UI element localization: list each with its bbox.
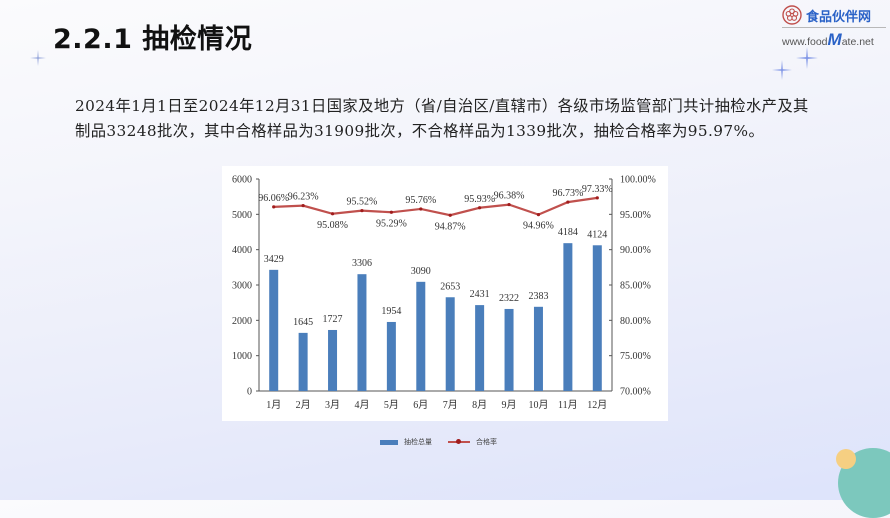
right-axis-tick-label: 95.00%	[620, 210, 651, 221]
rate-marker	[478, 206, 482, 210]
bar	[592, 245, 602, 391]
bar	[533, 306, 543, 391]
bar-value-label: 4124	[587, 229, 607, 240]
summary-paragraph: 2024年1月1日至2024年12月31日国家及地方（省/自治区/直辖市）各级市…	[75, 97, 809, 140]
bar	[386, 321, 396, 391]
rate-value-label: 96.23%	[288, 192, 319, 203]
logo-url: www.foodMate.net	[782, 30, 874, 49]
x-axis-tick-label: 11月	[558, 399, 578, 411]
bar	[357, 274, 367, 391]
rate-marker	[595, 196, 599, 200]
bar-value-label: 3429	[264, 254, 284, 265]
bar	[504, 308, 514, 391]
x-axis-tick-label: 12月	[587, 399, 607, 411]
rate-marker	[448, 213, 452, 217]
left-axis-tick-label: 6000	[232, 175, 252, 186]
x-axis-tick-label: 3月	[325, 399, 340, 411]
right-axis-tick-label: 100.00%	[620, 175, 656, 186]
left-axis-tick-label: 5000	[232, 210, 252, 221]
combo-chart: 0 1000 2000 3000 4000 5000 6000 70.00% 75.00% 80.…	[232, 175, 656, 412]
legend-label-rate: 合格率	[476, 438, 497, 446]
bar-swatch-icon	[380, 439, 398, 445]
rate-marker	[360, 209, 364, 213]
bar-value-label: 4184	[558, 227, 578, 238]
logo-divider	[782, 27, 886, 28]
foodmate-logo: 食品伙伴网 www.foodMate.net	[782, 3, 886, 49]
rate-value-label: 95.93%	[464, 194, 495, 205]
bar	[475, 305, 485, 391]
bar-value-label: 2431	[470, 289, 490, 300]
x-axis-tick-label: 6月	[413, 399, 428, 411]
bar-value-label: 1727	[323, 314, 343, 325]
right-axis-tick-label: 90.00%	[620, 245, 651, 256]
rate-value-label: 96.73%	[552, 188, 583, 199]
sparkle-icon	[30, 50, 46, 66]
rate-marker	[272, 205, 276, 209]
legend-item-rate: 合格率	[448, 437, 497, 447]
x-axis-tick-label: 8月	[472, 399, 487, 411]
bar-value-label: 3306	[352, 258, 372, 269]
decorative-circle-orange	[836, 449, 856, 469]
bar-value-label: 2653	[440, 281, 460, 292]
right-axis-tick-label: 80.00%	[620, 316, 651, 327]
left-axis-tick-label: 0	[247, 387, 252, 398]
left-axis-tick-label: 4000	[232, 245, 252, 256]
bar-value-label: 1954	[381, 306, 401, 317]
rate-value-label: 95.76%	[405, 195, 436, 206]
rate-marker	[389, 210, 393, 214]
right-axis-tick-label: 70.00%	[620, 387, 651, 398]
right-axis-tick-label: 75.00%	[620, 351, 651, 362]
rate-value-label: 96.06%	[258, 193, 289, 204]
left-axis-tick-label: 1000	[232, 351, 252, 362]
legend-item-total: 抽检总量	[380, 437, 432, 447]
rate-value-label: 95.08%	[317, 220, 348, 231]
rate-value-label: 96.38%	[494, 191, 525, 202]
rate-line	[273, 196, 598, 217]
rate-marker	[566, 200, 570, 204]
bar	[416, 281, 426, 391]
rate-value-label: 94.96%	[523, 221, 554, 232]
bar	[269, 269, 279, 391]
rate-marker	[507, 202, 511, 207]
bar-value-label: 1645	[293, 317, 313, 328]
rate-value-label: 94.87%	[435, 221, 466, 232]
bar	[445, 297, 455, 391]
rate-marker	[301, 204, 305, 208]
bar-value-label: 3090	[411, 266, 431, 277]
chart-legend: 抽检总量 合格率	[380, 437, 513, 447]
sparkle-icon	[796, 47, 818, 69]
bar	[563, 243, 573, 391]
x-axis-tick-label: 2月	[296, 399, 311, 411]
bar-value-label: 2383	[528, 291, 548, 302]
x-axis-tick-label: 4月	[354, 399, 369, 411]
sparkle-icon	[772, 60, 792, 80]
x-axis-tick-label: 1月	[266, 399, 281, 411]
rate-value-label: 95.52%	[347, 197, 378, 208]
x-axis-tick-label: 5月	[384, 399, 399, 411]
rate-marker	[536, 213, 541, 217]
flower-logo-icon	[782, 5, 802, 25]
bar-value-label: 2322	[499, 293, 519, 304]
left-axis-tick-label: 2000	[232, 316, 252, 327]
bar	[328, 329, 338, 391]
x-axis-tick-label: 7月	[443, 399, 458, 411]
bar	[298, 332, 308, 391]
left-axis-tick-label: 3000	[232, 281, 252, 292]
rate-value-label: 95.29%	[376, 218, 407, 229]
line-marker-swatch-icon	[448, 437, 470, 447]
legend-label-total: 抽检总量	[404, 438, 432, 446]
rate-marker	[419, 207, 423, 211]
rate-value-label: 97.33%	[582, 184, 613, 195]
chart-container: 0 1000 2000 3000 4000 5000 6000 70.00% 75.00% 80.…	[222, 166, 668, 421]
x-axis-tick-label: 9月	[502, 399, 517, 411]
right-axis-tick-label: 85.00%	[620, 281, 651, 292]
logo-name: 食品伙伴网	[806, 9, 872, 25]
rate-marker	[330, 212, 335, 216]
page-title: 2.2.1 抽检情况	[53, 24, 253, 55]
x-axis-tick-label: 10月	[528, 399, 548, 411]
